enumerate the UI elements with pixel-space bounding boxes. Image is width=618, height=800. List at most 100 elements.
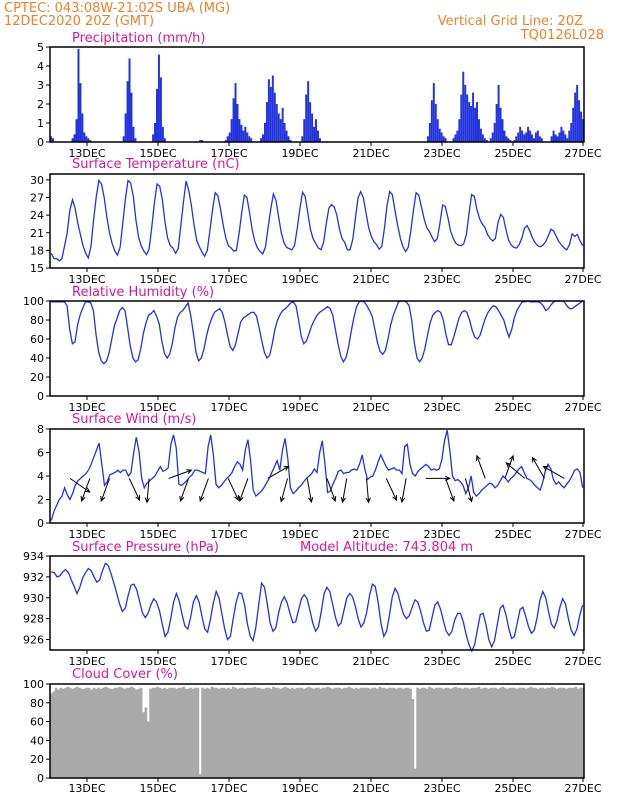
precipitation-bar	[313, 126, 316, 142]
precipitation-bar	[460, 94, 463, 142]
cloud-cover-bar	[472, 687, 476, 778]
cloud-cover-bar	[83, 688, 86, 778]
cloud-cover-bar	[222, 687, 226, 778]
cloud-cover-bar	[373, 687, 377, 778]
cloud-cover-bar	[194, 687, 197, 778]
precipitation-bar	[303, 119, 306, 142]
cloud-cover-bar	[477, 686, 481, 778]
surface-wind-ytick-label: 8	[37, 423, 44, 436]
cloud-cover-xtick-label: 23DEC	[423, 782, 460, 795]
precipitation-bar	[305, 94, 308, 142]
cloud-cover-bar	[113, 687, 117, 778]
cloud-cover-bar	[541, 687, 545, 778]
cloud-cover-bar	[442, 688, 445, 778]
wind-arrow	[267, 465, 290, 479]
cloud-cover-bar	[127, 687, 131, 778]
cloud-cover-xtick-label: 25DEC	[494, 782, 531, 795]
cloud-cover-panel: Cloud Cover (%) 0 20 40 60 80 100 13DEC 15DEC 17D…	[23, 667, 602, 795]
wind-arrow	[445, 478, 455, 502]
wind-arrow	[475, 454, 486, 479]
precipitation-bar	[273, 92, 276, 142]
precipitation-bar	[497, 85, 500, 142]
cloud-cover-bar	[317, 687, 320, 778]
surface-pressure-frame	[49, 555, 585, 651]
precipitation-bar	[477, 119, 480, 142]
cloud-cover-bar	[510, 687, 514, 778]
cloud-cover-bar	[116, 687, 119, 778]
surface-temperature-ytick-label: 18	[30, 244, 44, 257]
wind-arrow	[199, 478, 209, 502]
precipitation-bar	[556, 136, 559, 142]
precipitation-bar	[157, 54, 160, 142]
precipitation-bar	[260, 138, 263, 142]
precipitation-bar	[540, 138, 543, 142]
wind-arrow	[385, 478, 397, 502]
precipitation-bar	[527, 126, 530, 142]
cloud-cover-bar	[409, 688, 412, 778]
wind-arrow	[504, 454, 515, 479]
surface-temperature-xtick-label: 19DEC	[281, 273, 318, 286]
cloud-cover-bar	[241, 687, 245, 778]
cloud-cover-bar	[291, 687, 294, 778]
cloud-cover-bar	[120, 687, 124, 778]
cloud-cover-bar	[213, 687, 216, 778]
cloud-cover-bar	[54, 687, 58, 778]
precipitation-bar	[570, 123, 573, 142]
cloud-cover-bar	[312, 688, 315, 778]
precipitation-bar	[232, 98, 235, 142]
cloud-cover-bar	[368, 688, 372, 778]
surface-temperature-panel: Surface Temperature (nC) 15 18 21 24 27 30 13DE…	[30, 157, 602, 286]
cloud-cover-bar	[376, 688, 379, 778]
cloud-cover-bar	[265, 687, 268, 778]
cloud-cover-bar	[480, 688, 483, 778]
cloud-cover-bar	[272, 686, 275, 778]
precipitation-bar	[248, 136, 251, 142]
precipitation-bar	[277, 113, 280, 142]
cloud-cover-bar	[366, 687, 370, 778]
precipitation-bar	[236, 104, 239, 142]
wind-arrow	[464, 478, 473, 503]
chart-panels: Precipitation (mm/h) 0 1 2 3 4 5 13DEC 15DEC 17DE…	[23, 31, 602, 795]
cloud-cover-bar	[399, 687, 403, 778]
relative-humidity-panel: Relative Humidity (%) 0 20 40 60 80 100 13DEC 15…	[23, 285, 602, 414]
cloud-cover-bar	[529, 686, 533, 778]
cloud-cover-bar	[101, 687, 105, 778]
cloud-cover-bar	[562, 687, 566, 778]
precipitation-bar	[263, 123, 266, 142]
precipitation-bar	[79, 83, 82, 142]
cloud-cover-bar	[217, 688, 221, 778]
wind-arrow	[542, 465, 565, 479]
wind-arrow	[400, 478, 407, 504]
cloud-cover-bar	[390, 687, 393, 778]
relative-humidity-xtick-label: 25DEC	[494, 401, 531, 414]
wind-arrow	[144, 478, 150, 504]
precipitation-bar	[224, 140, 227, 142]
precipitation-bar	[485, 140, 488, 142]
precipitation-bar	[444, 138, 447, 142]
cloud-cover-bar	[385, 688, 389, 778]
wind-arrow	[168, 469, 193, 479]
surface-wind-title: Surface Wind (m/s)	[72, 412, 196, 427]
precipitation-bar	[279, 119, 282, 142]
surface-temperature-xtick-label: 21DEC	[352, 273, 389, 286]
cloud-cover-bar	[503, 687, 507, 778]
cloud-cover-bar	[224, 688, 228, 778]
surface-pressure-ytick-label: 928	[23, 613, 44, 626]
cloud-cover-bar	[333, 687, 337, 778]
cloud-cover-bar	[269, 688, 273, 778]
wind-arrow	[365, 478, 371, 504]
precipitation-ytick-label: 3	[37, 79, 44, 92]
cloud-cover-bar	[569, 687, 573, 778]
cloud-cover-bar	[276, 687, 280, 778]
precipitation-bar	[267, 79, 270, 142]
precipitation-bar	[479, 128, 482, 142]
cloud-cover-bar	[99, 688, 103, 778]
cloud-cover-bar	[451, 687, 455, 778]
cloud-cover-bar	[463, 687, 467, 778]
precipitation-bar	[301, 136, 304, 142]
cloud-cover-bar	[413, 768, 417, 778]
precipitation-bar	[554, 134, 557, 142]
surface-wind-series-line	[50, 430, 584, 521]
cloud-cover-bar	[175, 688, 178, 778]
precipitation-bar	[532, 138, 535, 142]
